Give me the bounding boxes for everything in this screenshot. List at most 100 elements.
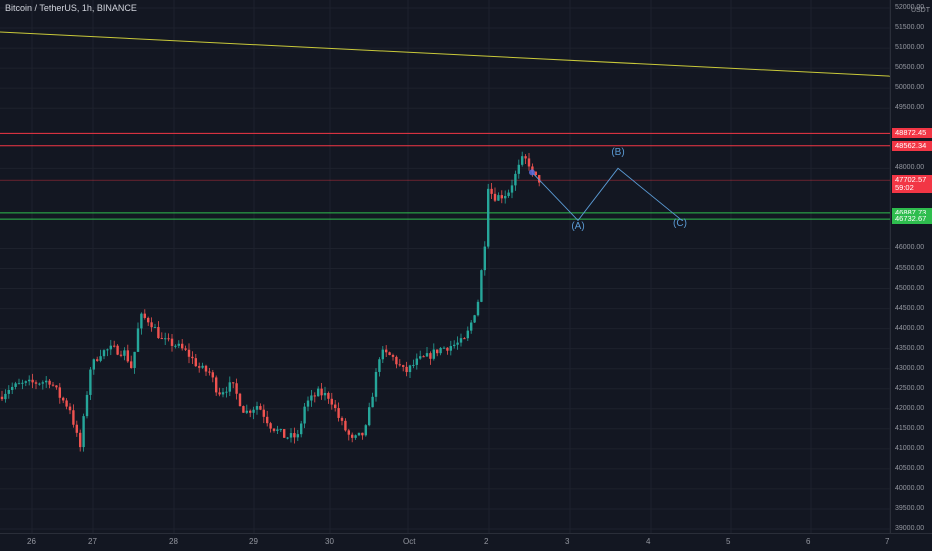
candle-body bbox=[442, 347, 446, 349]
candle-body bbox=[259, 406, 262, 410]
candle-body bbox=[75, 424, 78, 433]
candle-body bbox=[170, 338, 174, 346]
candle-body bbox=[68, 406, 72, 411]
candle-body bbox=[514, 173, 517, 186]
price-axis-label: 46000.00 bbox=[895, 244, 925, 252]
candle-body bbox=[286, 437, 289, 439]
candle-body bbox=[62, 397, 65, 401]
candle-body bbox=[456, 342, 459, 345]
symbol-title[interactable]: Bitcoin / TetherUS, 1h, BINANCE bbox=[5, 3, 137, 13]
price-tag-value: 48562.34 bbox=[895, 140, 927, 150]
time-axis-label: 26 bbox=[27, 537, 36, 546]
candle-body bbox=[187, 349, 191, 357]
price-axis[interactable]: USDT 52000.00 51500.00 51000.00 50500.00 500… bbox=[890, 0, 932, 533]
candle-body bbox=[123, 350, 126, 356]
candle-body bbox=[340, 417, 344, 421]
candle-body bbox=[439, 347, 442, 354]
price-axis-label: 41500.00 bbox=[895, 424, 925, 432]
time-axis-label: 4 bbox=[646, 537, 651, 546]
time-axis-label: 6 bbox=[806, 537, 811, 546]
candle-body bbox=[395, 356, 398, 365]
time-axis-label: 28 bbox=[169, 537, 178, 546]
candle-body bbox=[507, 192, 510, 196]
candle-body bbox=[330, 398, 333, 405]
candle-body bbox=[136, 328, 140, 352]
time-axis-label: 5 bbox=[726, 537, 731, 546]
price-tag-value: 46732.67 bbox=[895, 214, 927, 224]
candle-body bbox=[493, 193, 497, 201]
price-axis-label: 45500.00 bbox=[895, 264, 925, 272]
candle-body bbox=[266, 416, 269, 424]
candle-body bbox=[211, 372, 214, 378]
wave-label: (B) bbox=[611, 147, 624, 158]
price-axis-label: 42000.00 bbox=[895, 404, 925, 412]
candle-body bbox=[497, 195, 500, 201]
candle-body bbox=[524, 156, 527, 159]
price-axis-label: 50500.00 bbox=[895, 64, 925, 72]
candle-body bbox=[0, 396, 4, 400]
candle-body bbox=[215, 377, 218, 393]
time-axis-label: 3 bbox=[565, 537, 570, 546]
candle-body bbox=[385, 349, 388, 353]
candle-body bbox=[317, 388, 320, 397]
price-tag: 46887.73 bbox=[892, 207, 932, 218]
candle-body bbox=[51, 384, 55, 386]
candle-body bbox=[4, 393, 7, 400]
price-axis-label: 51000.00 bbox=[895, 44, 925, 52]
candle-body bbox=[38, 383, 41, 385]
candle-body bbox=[174, 345, 177, 347]
candle-body bbox=[310, 395, 313, 401]
candle-body bbox=[293, 433, 296, 438]
price-axis-label: 50000.00 bbox=[895, 84, 925, 92]
price-tag: 48872.45 bbox=[892, 128, 932, 139]
price-tag: 47702.57 59:02 bbox=[892, 175, 932, 194]
candle-body bbox=[538, 175, 541, 183]
candlestick-chart[interactable]: (A) (B) (C) bbox=[0, 0, 890, 533]
candle-body bbox=[364, 425, 367, 436]
candle-body bbox=[65, 400, 68, 407]
candle-body bbox=[232, 382, 235, 384]
candle-body bbox=[351, 434, 354, 438]
time-axis-label: Oct bbox=[403, 537, 416, 546]
candle-body bbox=[113, 345, 116, 347]
candle-body bbox=[408, 365, 412, 373]
candle-body bbox=[337, 408, 340, 418]
wave-label: (C) bbox=[673, 218, 687, 229]
price-tag: 48562.34 bbox=[892, 140, 932, 151]
price-axis-label: 44000.00 bbox=[895, 324, 925, 332]
candle-body bbox=[85, 394, 89, 417]
candle-body bbox=[82, 416, 85, 448]
candle-body bbox=[463, 338, 466, 340]
candle-body bbox=[306, 400, 310, 407]
candle-body bbox=[106, 349, 109, 351]
candle-body bbox=[153, 327, 157, 329]
candle-body bbox=[109, 345, 112, 350]
candle-body bbox=[41, 382, 44, 384]
chart-area[interactable]: (A) (B) (C) Bitcoin / TetherUS, 1h, BINANC… bbox=[0, 0, 890, 533]
candle-body bbox=[177, 343, 180, 346]
price-axis-label: 40500.00 bbox=[895, 464, 925, 472]
candle-body bbox=[204, 365, 208, 372]
time-axis-label: 30 bbox=[325, 537, 334, 546]
candle-body bbox=[490, 188, 493, 194]
candle-body bbox=[422, 356, 425, 358]
candle-body bbox=[150, 322, 153, 328]
candle-body bbox=[262, 409, 265, 417]
candle-body bbox=[368, 407, 371, 426]
candle-body bbox=[249, 410, 252, 413]
candle-body bbox=[133, 351, 136, 368]
price-axis-label: 44500.00 bbox=[895, 304, 925, 312]
time-axis[interactable]: 26 27 28 29 30 Oct 2 3 4 5 6 7 bbox=[0, 533, 932, 551]
candle-body bbox=[157, 327, 160, 339]
candle-body bbox=[334, 404, 337, 409]
candle-body bbox=[357, 432, 361, 436]
candle-body bbox=[228, 382, 231, 392]
candle-body bbox=[347, 430, 350, 435]
candle-body bbox=[96, 359, 99, 361]
candle-body bbox=[235, 383, 238, 394]
price-axis-label: 45000.00 bbox=[895, 284, 925, 292]
candle-body bbox=[391, 355, 395, 357]
price-tag-value: 47702.57 bbox=[895, 175, 927, 185]
candle-body bbox=[160, 338, 163, 340]
candle-body bbox=[504, 195, 507, 199]
